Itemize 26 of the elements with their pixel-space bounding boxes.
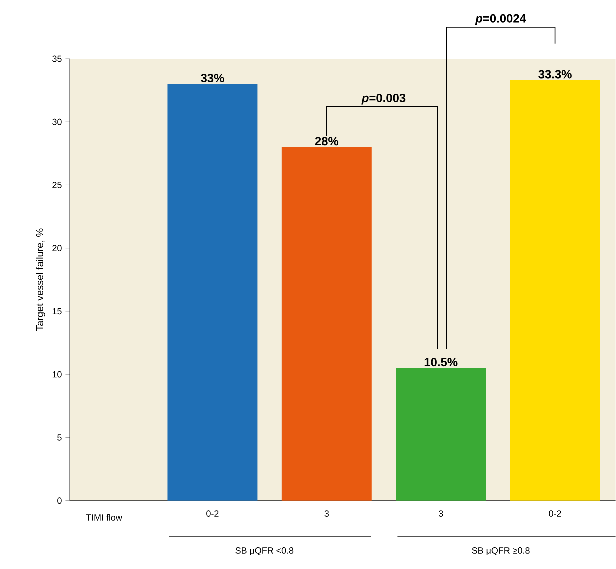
data-label: 28% xyxy=(315,137,339,146)
x-axis-title: TIMI flow xyxy=(86,514,122,522)
y-tick-label: 0 xyxy=(58,498,62,504)
text: p=0.0024 xyxy=(475,14,526,26)
x-tick-label: 3 xyxy=(324,510,330,518)
y-tick-label: 25 xyxy=(52,182,62,188)
x-tick-label: 0-2 xyxy=(549,510,562,518)
bar xyxy=(282,147,372,501)
bar xyxy=(168,84,258,501)
y-tick-label: 10 xyxy=(52,372,62,378)
y-tick-label: 20 xyxy=(52,245,62,252)
annotation: p=0.003 xyxy=(362,94,406,105)
text: SB μQFR <0.8 xyxy=(236,548,294,556)
y-tick-label: 35 xyxy=(52,56,62,62)
data-label: 10.5% xyxy=(424,358,458,367)
y-tick-label: 30 xyxy=(52,119,62,126)
data-label: 33% xyxy=(201,74,224,83)
text: SB μQFR ≥0.8 xyxy=(472,548,530,556)
x-tick-label: 3 xyxy=(438,510,444,518)
y-tick-label: 5 xyxy=(58,434,62,441)
y-axis-title: Target vessel failure, % xyxy=(36,228,46,332)
bar xyxy=(510,80,600,501)
x-tick-label: 0-2 xyxy=(206,510,219,518)
y-tick-label: 15 xyxy=(52,308,62,315)
bar xyxy=(396,368,486,501)
data-label: 33.3% xyxy=(538,70,572,79)
